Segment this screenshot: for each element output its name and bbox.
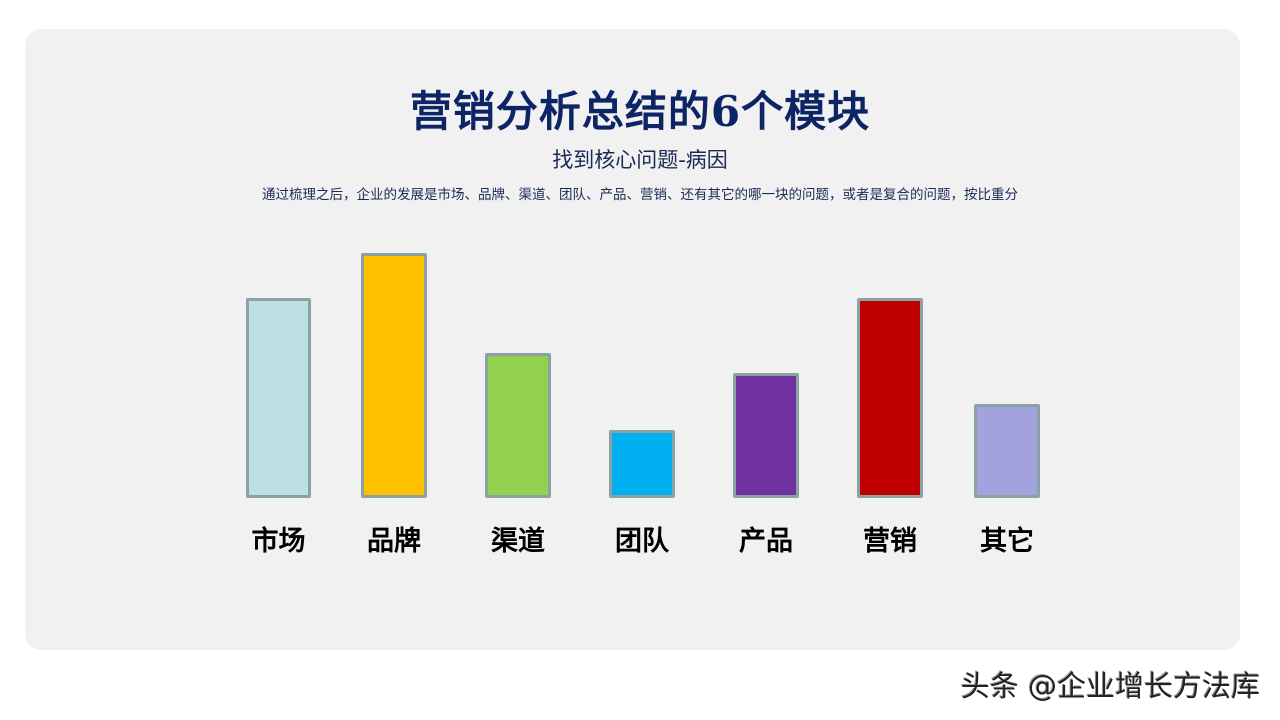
bar-3	[609, 430, 675, 498]
chart-title: 营销分析总结的6个模块	[409, 87, 871, 136]
bar-0	[246, 298, 311, 498]
bar-5	[857, 298, 923, 498]
bar-label-6: 其它	[980, 526, 1034, 557]
bar-label-5: 营销	[863, 526, 917, 557]
bar-1	[361, 253, 427, 498]
bar-label-3: 团队	[615, 526, 669, 557]
bar-6	[974, 404, 1040, 498]
bar-label-0: 市场	[251, 526, 306, 557]
bar-4	[733, 373, 799, 498]
bar-label-1: 品牌	[367, 526, 421, 557]
chart-description: 通过梳理之后，企业的发展是市场、品牌、渠道、团队、产品、营销、还有其它的哪一块的…	[262, 187, 1018, 203]
watermark: 头条 @企业增长方法库	[960, 669, 1260, 703]
bar-label-2: 渠道	[491, 526, 545, 557]
chart-subtitle: 找到核心问题-病因	[552, 148, 728, 172]
bar-label-4: 产品	[739, 526, 793, 557]
slide-card	[25, 29, 1240, 650]
bar-2	[485, 353, 551, 498]
